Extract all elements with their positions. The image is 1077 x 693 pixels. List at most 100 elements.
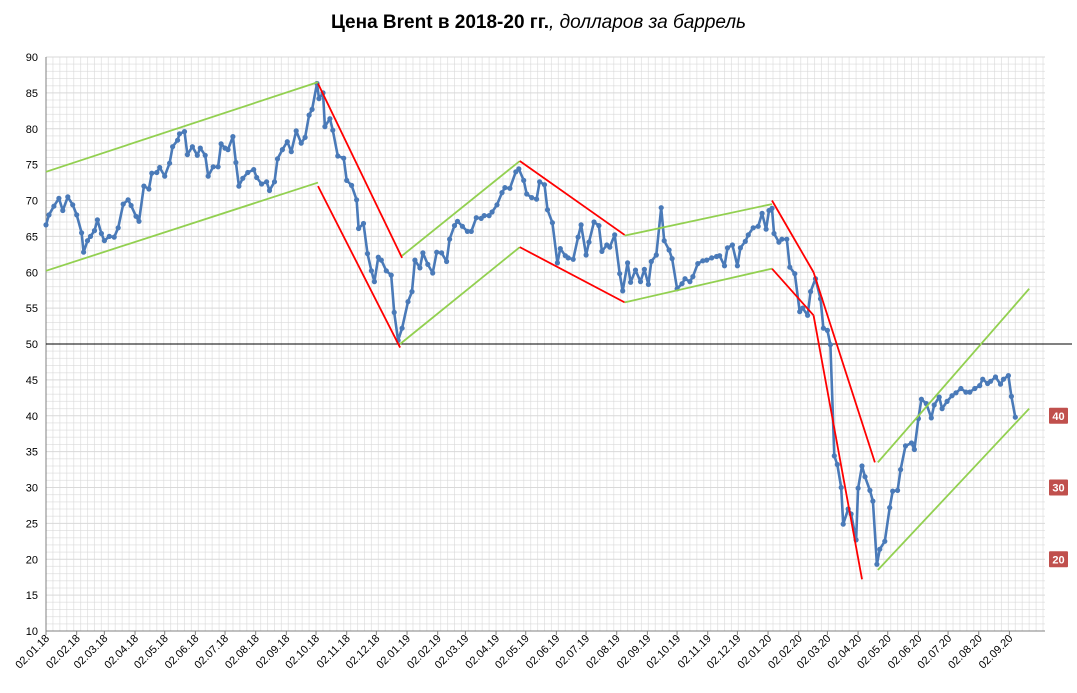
price-point bbox=[944, 398, 950, 404]
price-point bbox=[516, 166, 522, 172]
price-point bbox=[327, 116, 333, 122]
price-point bbox=[717, 253, 723, 259]
price-point bbox=[447, 236, 453, 242]
price-point bbox=[1012, 414, 1018, 420]
price-point bbox=[251, 167, 257, 173]
price-point bbox=[1008, 393, 1015, 399]
price-point bbox=[425, 261, 431, 267]
price-point bbox=[468, 228, 474, 234]
price-point bbox=[202, 152, 208, 158]
price-point bbox=[695, 261, 701, 267]
price-point bbox=[949, 393, 955, 399]
price-point bbox=[309, 106, 315, 112]
x-axis-tick-labels: 02.01.1802.02.1802.03.1802.04.1802.05.18… bbox=[13, 633, 1015, 672]
price-point bbox=[149, 170, 155, 176]
price-point bbox=[687, 279, 693, 285]
price-point bbox=[184, 152, 190, 158]
price-point bbox=[755, 223, 761, 229]
price-point bbox=[322, 124, 328, 130]
price-point bbox=[958, 385, 964, 392]
price-point bbox=[356, 225, 362, 232]
price-point bbox=[742, 238, 748, 244]
price-badge-label: 20 bbox=[1052, 554, 1064, 566]
price-point bbox=[473, 215, 479, 221]
price-point bbox=[931, 402, 937, 408]
trend-lines bbox=[45, 81, 1030, 580]
uptrend-line bbox=[624, 203, 773, 237]
price-point bbox=[56, 195, 62, 201]
price-point bbox=[682, 276, 688, 282]
price-point bbox=[170, 144, 176, 150]
price-point bbox=[412, 257, 418, 263]
price-point bbox=[502, 185, 508, 191]
price-point bbox=[578, 222, 584, 228]
price-point bbox=[557, 246, 563, 252]
price-point bbox=[911, 446, 918, 453]
y-tick-label: 55 bbox=[26, 303, 38, 315]
uptrend-line bbox=[399, 246, 521, 345]
price-point bbox=[70, 202, 76, 208]
price-point bbox=[521, 177, 527, 183]
price-point bbox=[302, 134, 308, 140]
price-point bbox=[939, 406, 945, 412]
price-point bbox=[645, 281, 652, 287]
downtrend-line bbox=[519, 246, 626, 304]
price-point bbox=[953, 390, 959, 396]
price-point bbox=[197, 145, 203, 151]
price-point bbox=[898, 467, 904, 473]
price-point bbox=[383, 268, 389, 274]
price-point bbox=[992, 374, 999, 380]
chart-title-main: Цена Brent в 2018-20 гг. bbox=[330, 12, 550, 33]
price-point bbox=[378, 257, 384, 263]
price-point bbox=[870, 498, 876, 504]
price-point bbox=[266, 187, 273, 194]
price-point bbox=[98, 230, 104, 237]
price-point bbox=[316, 96, 322, 102]
series-group bbox=[43, 80, 1018, 567]
price-point bbox=[700, 258, 706, 264]
price-point bbox=[354, 197, 360, 203]
price-point bbox=[218, 141, 224, 147]
price-point bbox=[936, 394, 942, 400]
price-point bbox=[388, 272, 394, 278]
y-tick-label: 80 bbox=[26, 124, 38, 136]
y-tick-label: 40 bbox=[26, 411, 38, 423]
price-point bbox=[293, 128, 299, 134]
price-point bbox=[570, 256, 576, 262]
price-point bbox=[769, 205, 775, 211]
y-axis-tick-labels: 10 15 20 25 30 35 40 45 50 55 60 65 70 75 80 85 90 bbox=[26, 52, 38, 638]
price-point bbox=[641, 266, 648, 272]
price-point bbox=[364, 251, 371, 257]
price-point bbox=[840, 521, 846, 527]
price-point bbox=[890, 488, 896, 494]
price-point bbox=[494, 202, 500, 208]
price-point bbox=[997, 381, 1004, 387]
y-tick-label: 50 bbox=[26, 339, 38, 351]
price-point bbox=[409, 289, 415, 295]
price-point bbox=[599, 248, 605, 254]
price-point bbox=[648, 258, 654, 265]
price-point bbox=[625, 260, 631, 266]
price-point bbox=[800, 305, 806, 311]
price-point bbox=[91, 228, 98, 234]
price-point bbox=[111, 234, 117, 240]
price-point bbox=[360, 220, 367, 227]
price-point bbox=[154, 169, 160, 176]
price-point bbox=[721, 263, 728, 269]
price-point bbox=[481, 213, 487, 219]
price-point bbox=[167, 160, 173, 166]
price-point bbox=[391, 309, 397, 315]
price-point bbox=[349, 182, 355, 188]
price-point bbox=[499, 190, 505, 196]
price-point bbox=[254, 174, 260, 181]
price-point bbox=[133, 213, 139, 219]
price-point bbox=[620, 288, 626, 294]
price-point bbox=[887, 505, 893, 511]
price-point bbox=[882, 538, 888, 544]
y-tick-label: 30 bbox=[26, 483, 38, 495]
price-point bbox=[838, 484, 844, 491]
chart-title: Цена Brent в 2018-20 гг., долларов за ба… bbox=[0, 12, 1077, 34]
price-point bbox=[797, 309, 803, 315]
price-point bbox=[537, 179, 543, 185]
price-point bbox=[737, 245, 744, 251]
